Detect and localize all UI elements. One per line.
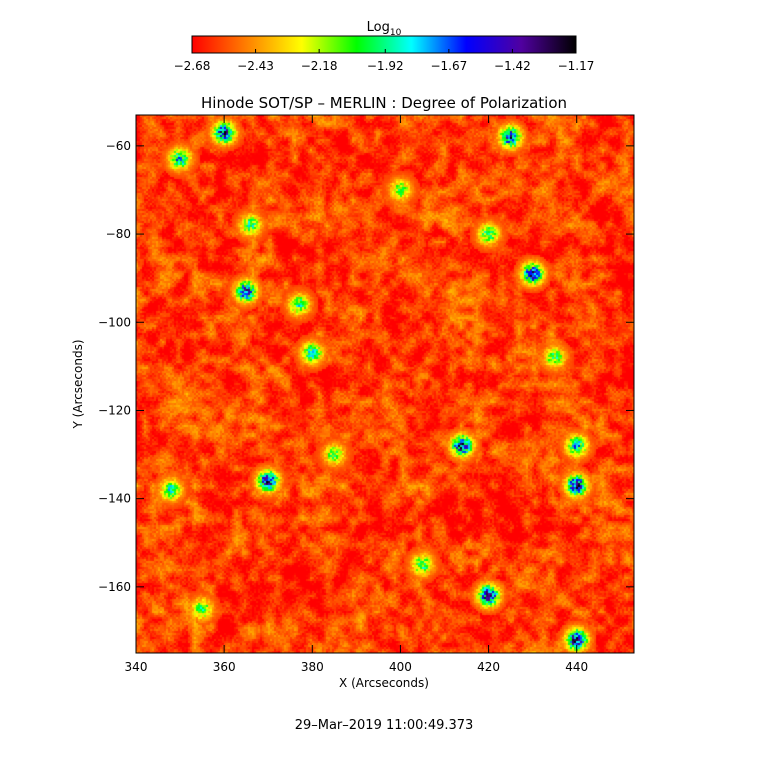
y-tick-label: −100 — [98, 315, 131, 329]
y-tick-label: −60 — [106, 139, 131, 153]
colorbar-ticks: −2.68 −2.43 −2.18 −1.92 −1.67 −1.42 −1.17 — [174, 49, 595, 73]
y-tick-label: −120 — [98, 403, 131, 417]
x-tick-label: 420 — [477, 660, 500, 674]
x-tick-label: 360 — [213, 660, 236, 674]
colorbar-tick-label: −1.92 — [367, 59, 404, 73]
y-tick-label: −160 — [98, 580, 131, 594]
x-tick-label: 440 — [565, 660, 588, 674]
x-axis: 340 360 380 400 420 440 — [125, 115, 588, 674]
x-tick-label: 340 — [125, 660, 148, 674]
heatmap-image — [136, 115, 634, 653]
chart-title: Hinode SOT/SP – MERLIN : Degree of Polar… — [201, 94, 567, 112]
x-axis-label: X (Arcseconds) — [339, 676, 429, 690]
colorbar-bar — [191, 35, 577, 54]
colorbar-tick-label: −1.42 — [494, 59, 531, 73]
y-axis-label: Y (Arcseconds) — [71, 339, 85, 429]
x-tick-label: 380 — [301, 660, 324, 674]
plot-frame — [135, 114, 635, 654]
colorbar: Log10 −2.68 −2.43 −2.18 −1.92 −1.67 −1.42 −1.1… — [174, 20, 595, 73]
colorbar-tick-label: −2.18 — [301, 59, 338, 73]
colorbar-tick-label: −1.17 — [558, 59, 595, 73]
y-tick-label: −80 — [106, 227, 131, 241]
x-tick-label: 400 — [389, 660, 412, 674]
y-axis: −60 −80 −100 −120 −140 −160 — [98, 139, 634, 594]
colorbar-tick-label: −2.43 — [237, 59, 274, 73]
colorbar-label-subscript: 10 — [390, 28, 402, 38]
timestamp: 29–Mar–2019 11:00:49.373 — [295, 718, 474, 733]
colorbar-tick-label: −2.68 — [174, 59, 211, 73]
colorbar-tick-label: −1.67 — [430, 59, 467, 73]
colorbar-label: Log10 — [367, 20, 402, 38]
y-tick-label: −140 — [98, 492, 131, 506]
